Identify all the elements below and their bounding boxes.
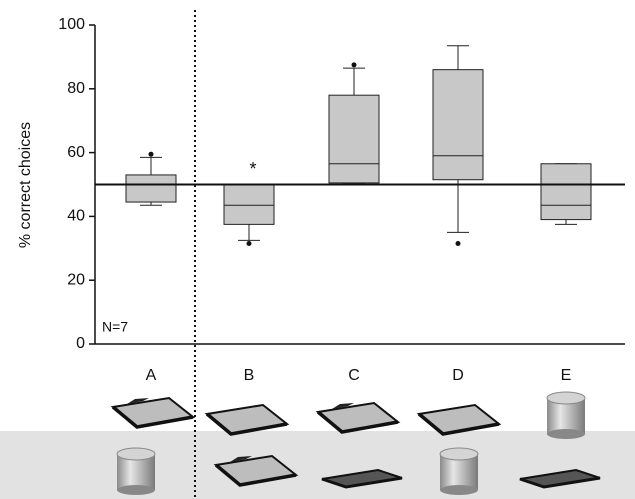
icon-folder: [318, 403, 398, 432]
y-tick-label: 40: [67, 208, 85, 225]
icon-cylinder: [116, 447, 156, 496]
outlier: [351, 62, 357, 68]
y-tick-label: 20: [67, 271, 85, 288]
outlier: [246, 241, 252, 247]
x-tick-label: E: [561, 367, 572, 384]
x-tick-label: C: [348, 367, 360, 384]
box: [328, 94, 380, 184]
box: [432, 69, 484, 181]
y-tick-label: 80: [67, 80, 85, 97]
outlier: [148, 151, 154, 157]
icon-cylinder: [546, 391, 586, 440]
box: [125, 174, 177, 203]
box: [223, 184, 275, 225]
x-tick-label: A: [146, 367, 157, 384]
icon-folder: [113, 398, 193, 427]
icon-cylinder: [439, 447, 479, 496]
icon-plate: [417, 403, 501, 436]
x-tick-label: B: [244, 367, 255, 384]
annotation: N=7: [102, 319, 128, 335]
icon-plate: [205, 403, 289, 436]
y-tick-label: 100: [58, 16, 85, 33]
y-tick-label: 60: [67, 144, 85, 161]
outlier: [455, 241, 461, 247]
box: [540, 163, 592, 221]
background-band: [0, 431, 635, 499]
annotation: *: [249, 159, 256, 179]
y-tick-label: 0: [76, 335, 85, 352]
y-axis-label: % correct choices: [17, 122, 34, 248]
x-tick-label: D: [452, 367, 464, 384]
